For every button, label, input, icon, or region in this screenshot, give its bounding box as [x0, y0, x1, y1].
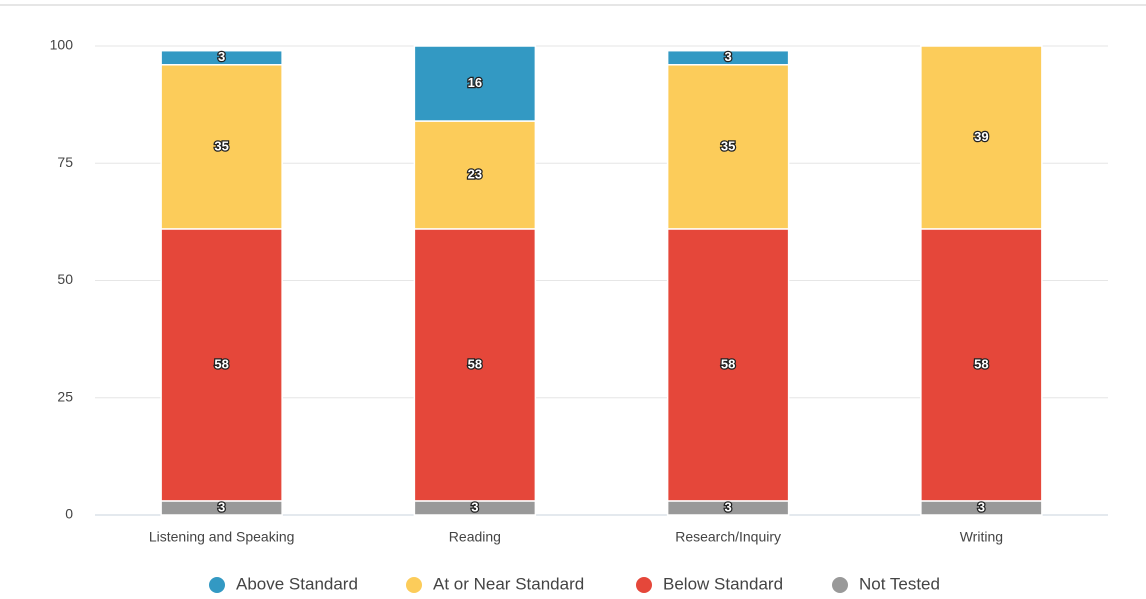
y-tick-label: 25 [57, 388, 73, 404]
value-label: 3 [471, 499, 478, 514]
value-label: 3 [218, 499, 225, 514]
value-label: 58 [214, 356, 228, 371]
bar-segment [920, 45, 1043, 230]
bar-segment [160, 64, 283, 230]
bar-segment [413, 45, 537, 122]
bar-segment [413, 120, 537, 230]
legend-swatch [636, 577, 652, 593]
value-label: 3 [218, 49, 225, 64]
value-label: 16 [468, 75, 482, 90]
bar-segment [413, 228, 537, 502]
legend-swatch [832, 577, 848, 593]
bar-segment [920, 228, 1043, 502]
bar-segment [160, 228, 283, 502]
legend-label: Not Tested [859, 574, 940, 593]
x-tick-label: Listening and Speaking [149, 529, 295, 545]
legend-swatch [406, 577, 422, 593]
y-tick-label: 50 [57, 271, 73, 287]
value-label: 58 [721, 356, 735, 371]
x-tick-label: Research/Inquiry [675, 529, 781, 545]
value-label: 3 [725, 49, 732, 64]
bar-segment [666, 64, 790, 230]
value-label: 35 [214, 138, 228, 153]
value-label: 58 [974, 356, 988, 371]
y-tick-label: 75 [57, 154, 73, 170]
y-tick-label: 100 [50, 37, 74, 53]
y-tick-label: 0 [65, 506, 73, 522]
bar-segment [666, 228, 790, 502]
value-label: 3 [725, 499, 732, 514]
x-tick-label: Writing [960, 529, 1003, 545]
value-label: 35 [721, 138, 735, 153]
bar-segment [160, 49, 283, 66]
legend-label: At or Near Standard [433, 574, 584, 593]
value-label: 23 [468, 166, 482, 181]
value-label: 58 [468, 356, 482, 371]
bar-segment [666, 49, 790, 66]
legend-label: Below Standard [663, 574, 783, 593]
value-label: 39 [974, 129, 988, 144]
value-label: 3 [978, 499, 985, 514]
x-tick-label: Reading [449, 529, 501, 545]
legend-swatch [209, 577, 225, 593]
legend-label: Above Standard [236, 574, 358, 593]
